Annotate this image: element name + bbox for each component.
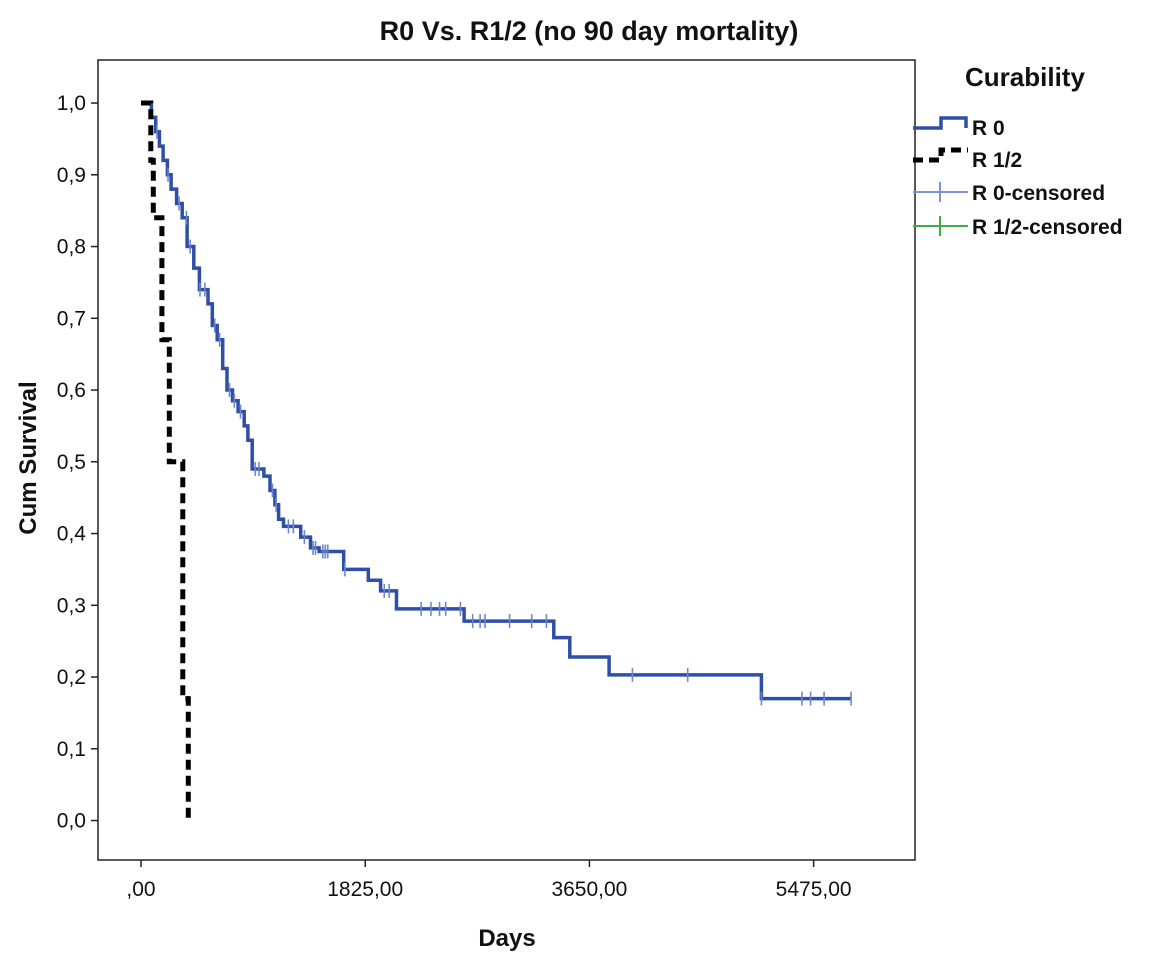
- legend-label: R 1/2: [972, 149, 1022, 172]
- series-line-r0: [141, 101, 852, 701]
- legend-swatch-r0: [913, 116, 968, 130]
- legend: Curability R 0 R 1/2 R 0-censored R 1/2-cen…: [913, 62, 1123, 239]
- x-tick-label: 1825,00: [327, 878, 403, 901]
- y-tick-label: 0,1: [57, 738, 86, 761]
- y-tick-label: 1,0: [57, 92, 86, 115]
- y-tick-label: 0,8: [57, 236, 86, 259]
- y-tick-label: 0,9: [57, 164, 86, 187]
- legend-title: Curability: [965, 62, 1085, 92]
- x-tick-label: 3650,00: [551, 878, 627, 901]
- y-tick-label: 0,5: [57, 451, 86, 474]
- y-tick-label: 0,3: [57, 594, 86, 617]
- legend-label: R 0-censored: [972, 182, 1105, 205]
- x-axis-ticks: ,00 1825,00 3650,00 5475,00: [126, 860, 852, 901]
- y-tick-label: 0,0: [57, 810, 86, 833]
- y-tick-label: 0,4: [57, 523, 87, 546]
- series-line-r12: [141, 100, 191, 821]
- x-tick-label: ,00: [126, 878, 155, 901]
- y-axis-ticks: 0,0 0,1 0,2 0,3 0,4 0,5 0,6 0,7 0,8 0,9 1,0: [57, 92, 98, 833]
- legend-label: R 1/2-censored: [972, 216, 1123, 239]
- legend-swatch-r12: [913, 147, 968, 163]
- y-tick-label: 0,6: [57, 379, 86, 402]
- y-tick-label: 0,7: [57, 307, 86, 330]
- legend-label: R 0: [972, 117, 1005, 140]
- chart-title: R0 Vs. R1/2 (no 90 day mortality): [380, 16, 799, 46]
- x-tick-label: 5475,00: [776, 878, 852, 901]
- plot-frame: [97, 59, 916, 861]
- series-layer: [141, 100, 852, 821]
- y-axis-label: Cum Survival: [15, 381, 42, 534]
- y-tick-label: 0,2: [57, 666, 86, 689]
- x-axis-label: Days: [478, 925, 535, 952]
